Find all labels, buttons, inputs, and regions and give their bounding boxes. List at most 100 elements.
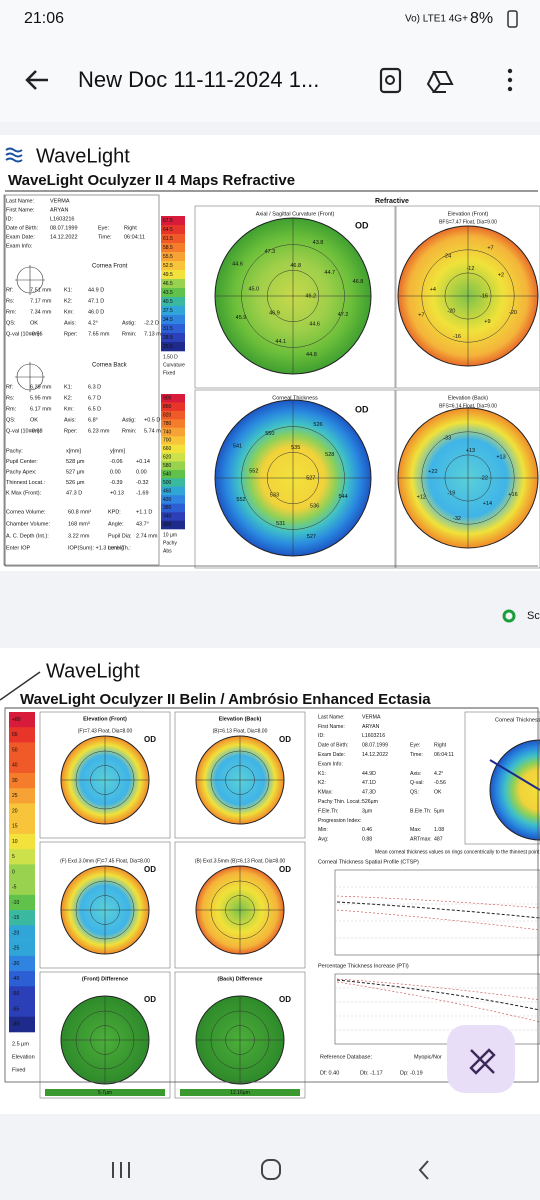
info-text: 47.1D xyxy=(362,780,376,786)
info-text: 44.9D xyxy=(362,771,376,777)
info-text: ARYAN xyxy=(362,724,380,730)
menu-button[interactable] xyxy=(507,68,513,74)
info-text: K2: xyxy=(64,298,73,304)
scale-swatch xyxy=(9,894,35,911)
info-text: +0.13 xyxy=(110,490,124,496)
logo-mark xyxy=(5,147,23,163)
scale-swatch xyxy=(9,1016,35,1033)
map-axis xyxy=(489,759,540,791)
eye-label: OD xyxy=(279,865,291,874)
logo: WaveLight xyxy=(36,145,130,167)
info-text: Avg: xyxy=(318,837,328,843)
scale-label: 300 xyxy=(163,522,172,528)
scale-label: 49.5 xyxy=(163,272,173,278)
map-value: -22 xyxy=(480,475,488,481)
eye-label: OD xyxy=(355,220,369,230)
info-text: Pachy Apex: xyxy=(6,469,37,475)
scale-label: 780 xyxy=(163,421,172,427)
info-text: QS: xyxy=(410,790,419,796)
info-text: L1603216 xyxy=(50,216,74,222)
info-text: -0.39 xyxy=(110,480,123,486)
scale-label: 58.5 xyxy=(163,245,173,251)
map-value: 46.8 xyxy=(353,279,364,285)
map-frame xyxy=(39,971,171,1099)
scale-swatch xyxy=(161,333,185,343)
scale-label: -5 xyxy=(12,885,17,891)
scan-icon[interactable] xyxy=(502,609,516,623)
info-text: -0.56 xyxy=(434,780,446,786)
info-text: 47.1 D xyxy=(88,298,104,304)
scale-swatch xyxy=(9,818,35,835)
map-frame xyxy=(194,205,396,389)
recent-apps-button[interactable] xyxy=(112,1162,130,1178)
info-text: Exam Date: xyxy=(318,752,345,758)
map-frame xyxy=(39,711,171,839)
home-button[interactable] xyxy=(261,1159,281,1180)
scale-label: 380 xyxy=(163,505,172,511)
info-text: Exam Date: xyxy=(6,234,35,240)
scale-swatch xyxy=(161,225,185,235)
map-frame xyxy=(395,389,540,569)
info-text: Q-val (10mm): xyxy=(6,331,42,337)
back-nav-button[interactable] xyxy=(418,1160,429,1180)
info-panel xyxy=(3,194,160,566)
scale-swatch xyxy=(9,1001,35,1018)
drive-button[interactable] xyxy=(426,71,454,93)
section-title: Refractive xyxy=(375,198,409,205)
info-text: Pachy: xyxy=(6,448,23,454)
scale-label: 37.5 xyxy=(163,308,173,314)
battery-icon xyxy=(507,10,518,28)
scale-label: 900 xyxy=(163,396,172,402)
map-value: -12 xyxy=(466,266,474,272)
back-button[interactable] xyxy=(25,70,48,90)
info-text: 6.39 mm xyxy=(30,384,52,390)
scale-label: -10 xyxy=(12,900,19,906)
map-title: Elevation (Front) xyxy=(83,716,127,722)
reference-label: Reference Database: xyxy=(320,1054,372,1060)
map-value: 44.6 xyxy=(309,322,320,328)
info-text: 0.00 xyxy=(110,469,121,475)
legend-bar xyxy=(45,1089,165,1096)
scale-label: 620 xyxy=(163,455,172,461)
scale-label: -30 xyxy=(12,961,19,967)
info-text: 47.3 D xyxy=(66,490,82,496)
scale-caption: Fixed xyxy=(12,1067,25,1073)
info-text: K1: xyxy=(64,384,73,390)
map-value: 47.3 xyxy=(264,249,275,255)
map-value: +7 xyxy=(487,246,493,252)
info-text: 0.46 xyxy=(362,827,372,833)
map-value: 46.2 xyxy=(305,293,316,299)
info-text: Rs: xyxy=(6,298,15,304)
info-text: B.Ele.Th: xyxy=(410,808,431,814)
scale-label: 340 xyxy=(163,514,172,520)
map-value: -19 xyxy=(447,491,455,497)
info-text: 487 xyxy=(434,837,443,843)
scale-swatch xyxy=(161,410,185,420)
scale-caption: 2.5 µm xyxy=(12,1041,29,1047)
info-text: y[mm] xyxy=(110,448,125,454)
scan-label[interactable]: Sca xyxy=(527,610,540,622)
scale-label: 65 xyxy=(12,732,18,738)
map-title: Axial / Sagittal Curvature (Front) xyxy=(256,211,335,217)
info-text: OK xyxy=(30,417,38,423)
scale-swatch xyxy=(9,803,35,819)
map-value: -33 xyxy=(443,435,451,441)
map-value: 44.1 xyxy=(275,339,286,345)
info-text: -0.06 xyxy=(110,459,123,465)
search-doc-button[interactable] xyxy=(379,67,402,94)
info-text: +0.5 D xyxy=(144,417,160,423)
info-text: Axis: xyxy=(410,771,421,777)
map-value: -24 xyxy=(443,253,451,259)
scale-label: 40 xyxy=(12,763,18,769)
info-text: 7.65 mm xyxy=(88,331,110,337)
map-frame xyxy=(174,971,306,1099)
info-text: Min: xyxy=(318,827,328,833)
map-title: Corneal Thickness xyxy=(495,717,540,723)
info-text: Pupil Dia: xyxy=(108,533,132,539)
map-frame xyxy=(39,841,171,969)
eye-label: OD xyxy=(355,404,369,414)
scale-label: 52.5 xyxy=(163,263,173,269)
info-text: Progression Index: xyxy=(318,818,361,824)
scale-swatch xyxy=(161,486,185,496)
